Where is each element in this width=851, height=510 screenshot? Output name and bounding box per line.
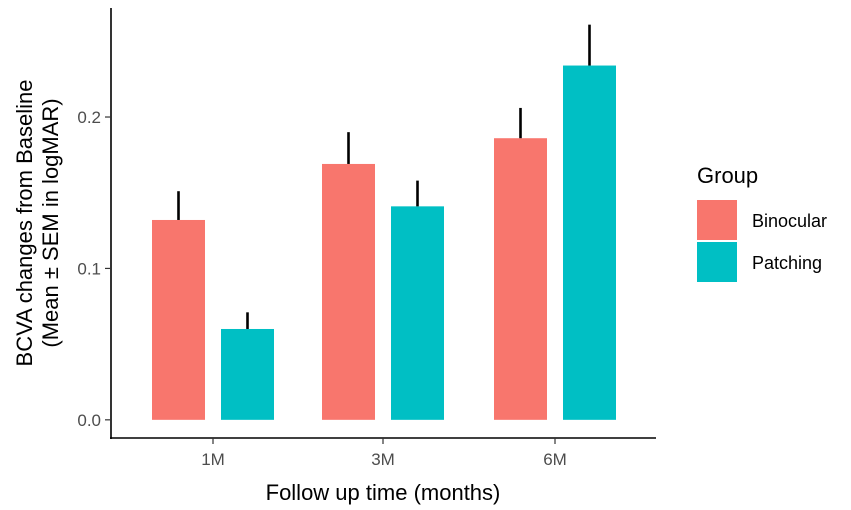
legend-label-patching: Patching [752, 253, 822, 273]
x-axis-title: Follow up time (months) [266, 480, 501, 505]
x-tick-label: 6M [543, 450, 567, 469]
legend-swatch-binocular [697, 200, 737, 240]
x-tick-label: 3M [371, 450, 395, 469]
y-axis-title-line1: BCVA changes from Baseline [12, 80, 37, 367]
y-tick-label: 0.1 [77, 259, 101, 278]
bar-binocular-3m [322, 163, 375, 420]
legend-swatch-patching [697, 242, 737, 282]
legend-title: Group [697, 163, 758, 188]
x-tick-label: 1M [201, 450, 225, 469]
y-ticks: 0.0 0.1 0.2 [77, 108, 111, 430]
legend-label-binocular: Binocular [752, 211, 827, 231]
y-tick-label: 0.2 [77, 108, 101, 127]
y-tick-label: 0.0 [77, 411, 101, 430]
bars-layer [152, 65, 616, 420]
bar-patching-3m [391, 206, 444, 420]
legend-items: Binocular Patching [697, 200, 827, 282]
legend: Group Binocular Patching [697, 163, 827, 282]
error-bars-layer [177, 24, 591, 329]
bar-binocular-6m [494, 138, 547, 420]
bar-patching-6m [563, 65, 616, 420]
y-axis-title-line2: (Mean ± SEM in logMAR) [38, 98, 63, 347]
x-ticks: 1M 3M 6M [201, 438, 567, 469]
bar-patching-1m [221, 328, 274, 420]
bar-binocular-1m [152, 219, 205, 420]
